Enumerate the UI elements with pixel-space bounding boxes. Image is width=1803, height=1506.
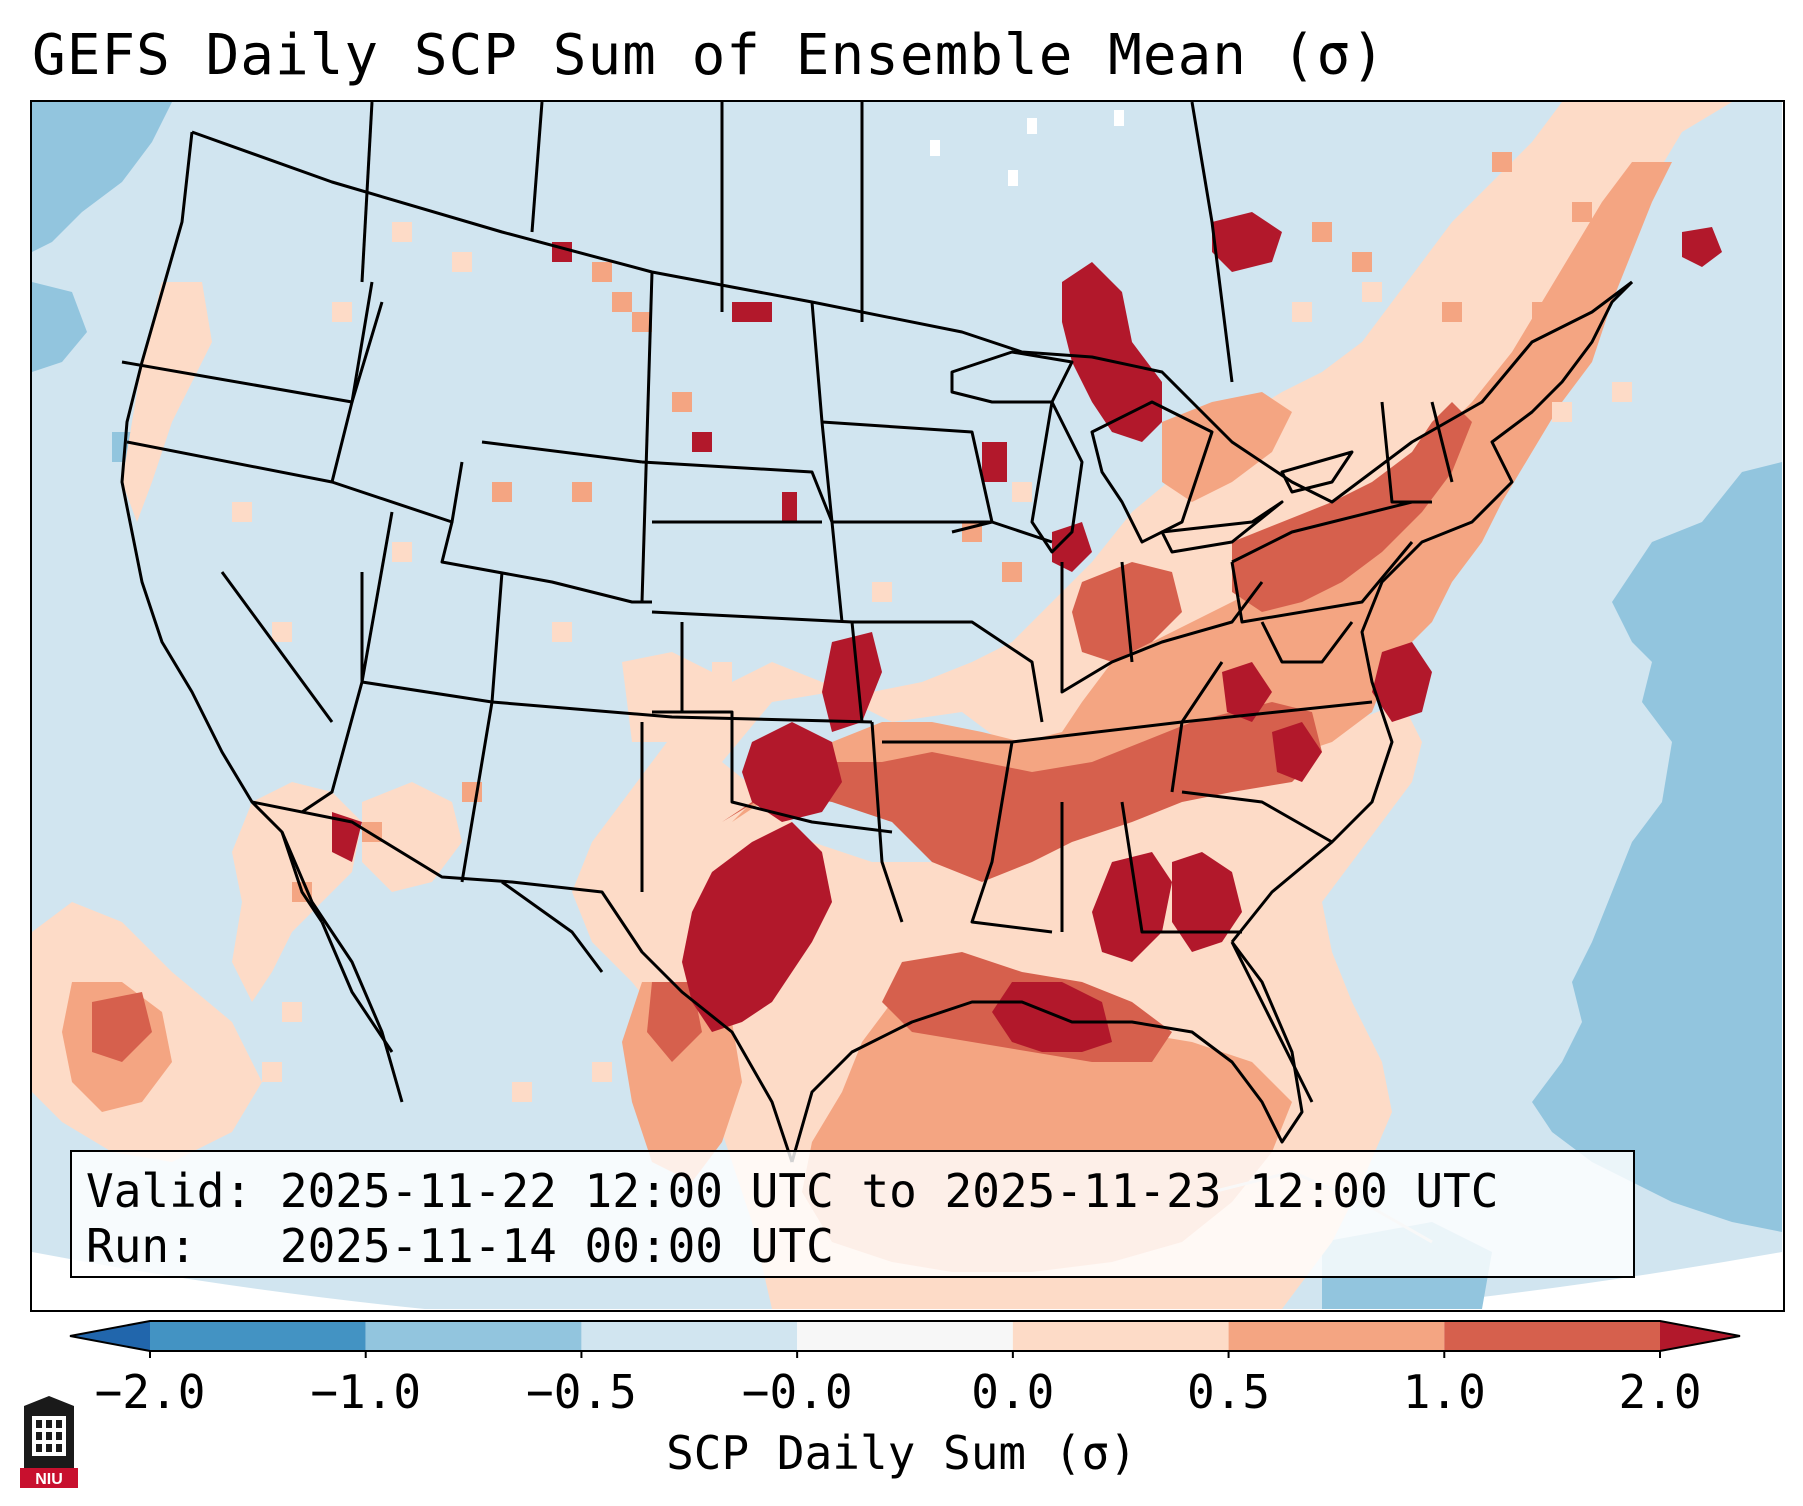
colorbar-bin [1444,1321,1660,1351]
colorbar-tick-label: 2.0 [1618,1365,1702,1419]
scp-map [32,102,1782,1309]
valid-label: Valid: [86,1164,253,1218]
colorbar-label: SCP Daily Sum (σ) [666,1426,1137,1480]
colorbar-tick-label: −0.0 [741,1365,853,1419]
run-value: 2025-11-14 00:00 UTC [279,1219,834,1273]
valid-value: 2025-11-22 12:00 UTC to 2025-11-23 12:00… [279,1164,1499,1218]
colorbar-tick-label: 0.0 [971,1365,1055,1419]
colorbar-bin [365,1321,582,1351]
map-panel: Valid: 2025-11-22 12:00 UTC to 2025-11-2… [30,100,1785,1312]
positive-anomaly-extreme [332,212,1722,1052]
colorbar-tick-label: −1.0 [310,1365,422,1419]
colorbar-bin [1012,1321,1229,1351]
missing-cells [930,110,1124,186]
colorbar-under-arrow [70,1321,150,1351]
colorbar-bins [69,1320,1741,1358]
university-tower-icon: NIU [20,1396,78,1488]
colorbar-bin [797,1321,1013,1351]
run-row: Run: 2025-11-14 00:00 UTC [86,1219,1633,1274]
logo-text: NIU [35,1471,63,1488]
info-box: Valid: 2025-11-22 12:00 UTC to 2025-11-2… [70,1150,1635,1278]
colorbar-over-arrow [1660,1321,1740,1351]
valid-row: Valid: 2025-11-22 12:00 UTC to 2025-11-2… [86,1164,1633,1219]
colorbar-bin [1228,1321,1445,1351]
colorbar-tick-label: 1.0 [1402,1365,1486,1419]
colorbar-tick-label: −0.5 [526,1365,637,1419]
colorbar-tick-labels: −2.0 −1.0 −0.5 −0.0 0.0 0.5 1.0 2.0 [0,1364,1803,1420]
colorbar [69,1320,1741,1358]
colorbar-tick-label: 0.5 [1187,1365,1271,1419]
run-label: Run: [86,1219,197,1273]
colorbar-tick-label: −2.0 [94,1365,206,1419]
map-title: GEFS Daily SCP Sum of Ensemble Mean (σ) [32,23,1386,88]
colorbar-bin [581,1321,798,1351]
colorbar-bin [150,1321,366,1351]
scattered-cells-light [232,222,1632,1102]
